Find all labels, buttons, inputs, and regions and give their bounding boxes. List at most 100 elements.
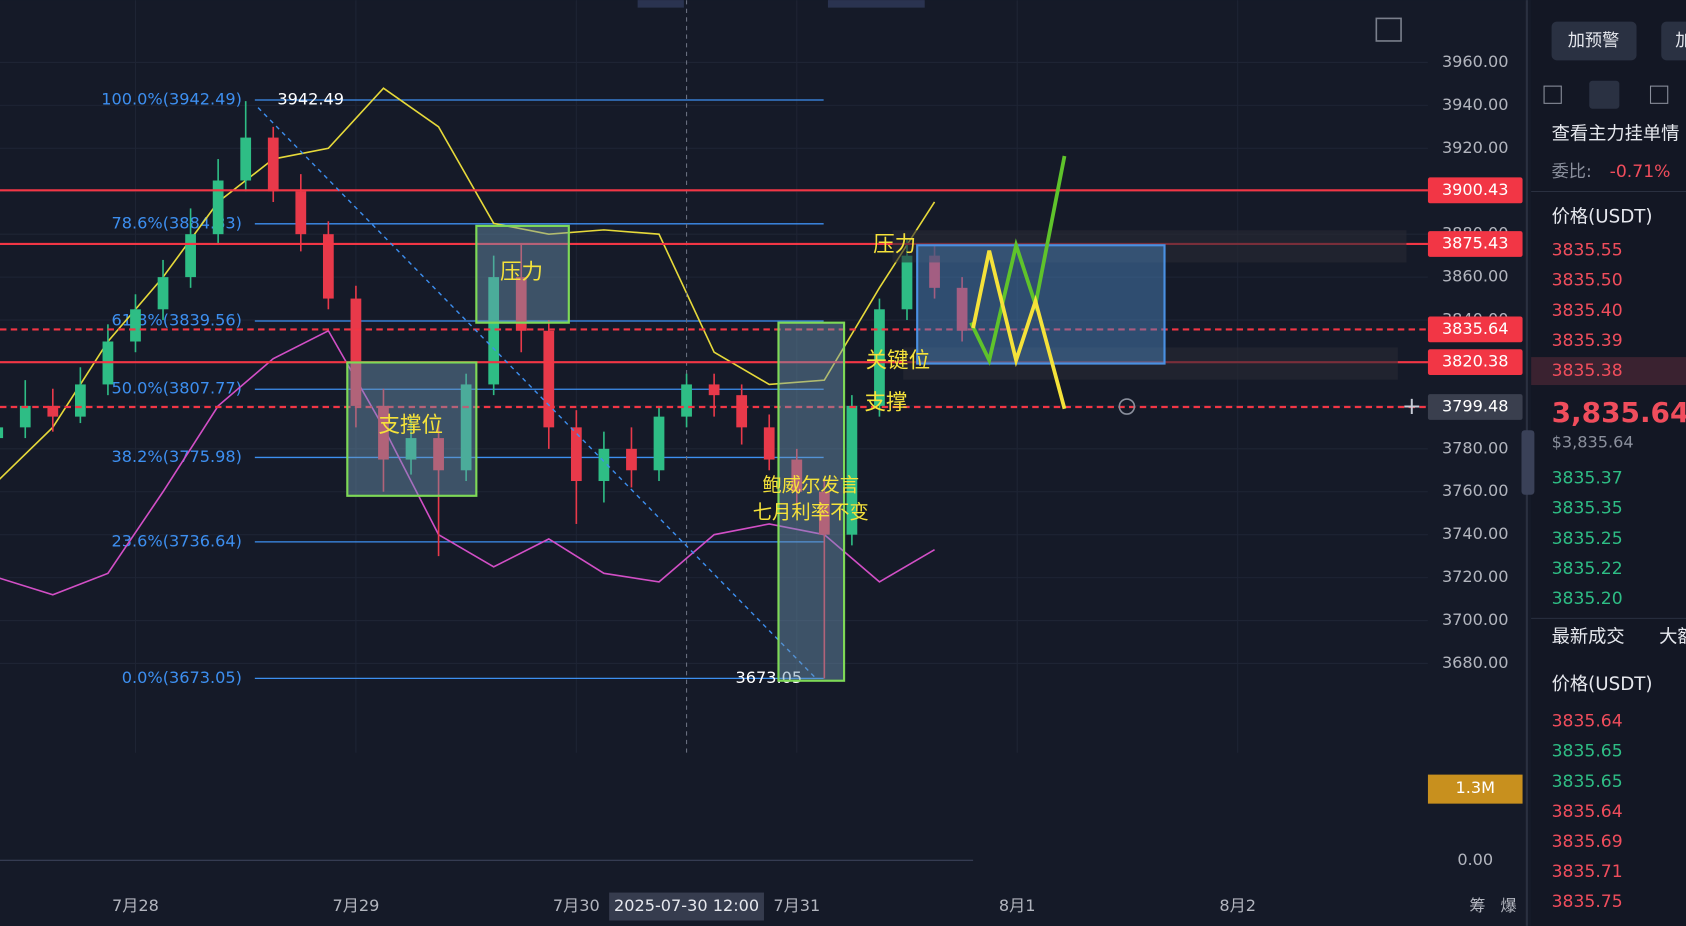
candle-body (874, 309, 885, 406)
price-level-tag (1427, 316, 1523, 343)
trade-price: 3835.65 (1552, 772, 1623, 792)
tab[interactable]: 大额 (1659, 627, 1686, 648)
price-level-tag (1427, 231, 1523, 257)
crosshair-tag (609, 892, 764, 921)
tab[interactable] (827, 0, 925, 8)
tab[interactable]: 最新成交 (1552, 627, 1625, 648)
projection-box (916, 244, 1166, 365)
fib-label: 50.0%(3807.77) (112, 379, 242, 398)
y-tick-label: 3860.00 (1442, 267, 1509, 286)
level-band (892, 230, 1407, 263)
candle-body (19, 405, 31, 428)
annotation: 七月利率不变 (753, 500, 869, 523)
candle-body (488, 277, 500, 385)
button-label[interactable]: 加 (1675, 31, 1686, 51)
y-tick-label: 3760.00 (1442, 481, 1509, 500)
trade-price: 3835.64 (1552, 712, 1623, 732)
candle-body (626, 448, 637, 471)
y-tick-label: 3740.00 (1442, 524, 1509, 543)
projection-path (969, 155, 1067, 366)
x-tick-label: 7月30 (553, 896, 600, 915)
panel-title[interactable]: 查看主力挂单情 (1552, 124, 1680, 145)
candle-body (763, 427, 775, 460)
candle-body (460, 384, 472, 471)
last-price: 3,835.64 (1552, 396, 1686, 429)
candle-body (405, 438, 417, 460)
fib-label: 61.8%(3839.56) (112, 310, 242, 329)
candle-body (598, 448, 610, 482)
x-tick-label: 7月28 (112, 896, 159, 915)
footer-icon[interactable]: 筹 (1469, 896, 1485, 915)
icon[interactable] (1649, 85, 1669, 104)
button[interactable] (1551, 21, 1637, 61)
crosshair-label: 2025-07-30 12:00 (614, 896, 759, 915)
price-level-label: 3835.64 (1442, 319, 1509, 338)
order-book: 加预警 加 查看主力挂单情 委比: -0.71% 价格(USDT) 3,835.… (1521, 21, 1686, 912)
candle-body (736, 395, 748, 428)
candle-body (653, 416, 665, 471)
crosshair-plus[interactable]: + (1402, 392, 1422, 420)
price-level-label: 3875.43 (1442, 233, 1509, 252)
ratio: -0.71% (1610, 162, 1671, 182)
candle-body (157, 277, 169, 310)
bid-price: 3835.35 (1552, 499, 1623, 519)
annotation: 压力 (500, 260, 543, 285)
fib-label: 100.0%(3942.49) (101, 90, 242, 109)
candle-body (433, 438, 444, 471)
button-label[interactable]: 加预警 (1568, 31, 1620, 51)
button[interactable] (1661, 21, 1686, 61)
price-level-label: 3799.48 (1442, 397, 1509, 416)
y-tick-label: 3960.00 (1442, 52, 1509, 71)
icon[interactable] (1589, 80, 1620, 109)
collapse-handle[interactable] (1521, 430, 1535, 495)
expand-button[interactable] (1375, 17, 1402, 42)
ask-price: 3835.55 (1552, 241, 1623, 261)
column-header: 价格(USDT) (1552, 206, 1653, 227)
trade-price: 3835.65 (1552, 742, 1623, 762)
ask-price: 3835.50 (1552, 271, 1623, 291)
candle-body (791, 459, 803, 492)
y-tick-label: 3940.00 (1442, 95, 1509, 114)
projection-path (971, 250, 1067, 410)
ratio-label: 委比: (1552, 162, 1592, 182)
candle-body (956, 287, 968, 331)
macd-label: 0.00 (1457, 850, 1493, 869)
anchor-handle[interactable] (1118, 398, 1136, 415)
icon[interactable] (1543, 85, 1562, 104)
fib-label: 23.6%(3736.64) (112, 531, 242, 550)
annotation: 关键位 (866, 348, 931, 373)
candle-body (322, 234, 334, 299)
y-tick-label: 3780.00 (1442, 438, 1509, 457)
footer-icon[interactable]: 爆 (1501, 896, 1517, 915)
x-tick-label: 7月29 (332, 896, 379, 915)
fib-label: 78.6%(3884.83) (112, 213, 242, 232)
candle-body (708, 384, 720, 396)
candle-body (47, 405, 59, 417)
tab[interactable] (637, 0, 684, 8)
candle-body (515, 277, 527, 331)
candle-body (212, 180, 224, 235)
side-panel (1531, 0, 1686, 926)
bid-price: 3835.37 (1552, 469, 1623, 489)
candle-body (295, 191, 307, 235)
candle-body (681, 384, 692, 417)
fib-label: 0.0%(3673.05) (122, 668, 242, 687)
axes: 3680.00 3700.00 3720.00 3740.00 3760.00 3780.… (112, 52, 1523, 921)
bid-price: 3835.20 (1552, 589, 1623, 609)
price-level-tag (1427, 177, 1523, 204)
bid-price: 3835.25 (1552, 529, 1623, 549)
peak-label: 3942.49 (277, 90, 344, 109)
fib-label: 38.2%(3775.98) (112, 447, 242, 466)
fib-trendline (257, 107, 818, 681)
x-tick-label: 7月31 (773, 896, 820, 915)
y-tick-label: 3680.00 (1442, 653, 1509, 672)
drawings: + 压力 压力 支撑位 关键位 支撑 鲍威尔发言 七月利率不变 (257, 17, 1422, 682)
column-header: 价格(USDT) (1552, 674, 1653, 695)
annotation: 压力 (873, 232, 916, 257)
trade-price: 3835.71 (1552, 862, 1623, 882)
annotation: 鲍威尔发言 (762, 474, 859, 497)
x-tick-label: 8月2 (1219, 896, 1256, 915)
price-level-label: 3900.43 (1442, 180, 1509, 199)
candle-body (570, 427, 582, 482)
